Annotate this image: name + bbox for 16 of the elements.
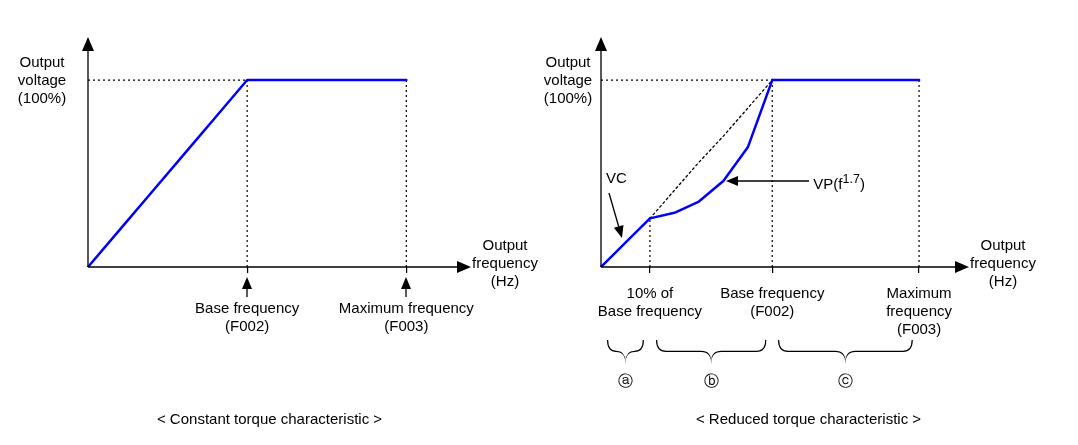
x-tick-label: 10% of Base frequency (597, 284, 703, 320)
y-axis-title: Output voltage (100%) (542, 53, 594, 108)
x-axis-title: Output frequency (Hz) (472, 236, 538, 290)
text: ⓐ (616, 372, 634, 390)
x-tick-label: Base frequency (F002) (720, 284, 825, 320)
text: ⓑ (702, 372, 720, 390)
text: VC (605, 168, 628, 187)
x-axis-title: Output frequency (Hz) (970, 236, 1036, 290)
text: VP(f$^{1.7}$) (813, 171, 865, 193)
x-tick-label: Maximum frequency (F003) (338, 299, 475, 335)
x-tick-label: Base frequency (F002) (195, 299, 300, 335)
y-axis-title: Output voltage (100%) (16, 53, 68, 108)
text: ⓒ (837, 372, 855, 390)
text: < Reduced torque characteristic > (694, 410, 923, 428)
text: < Constant torque characteristic > (155, 410, 384, 428)
x-tick-label: Maximum frequency (F003) (886, 284, 953, 338)
